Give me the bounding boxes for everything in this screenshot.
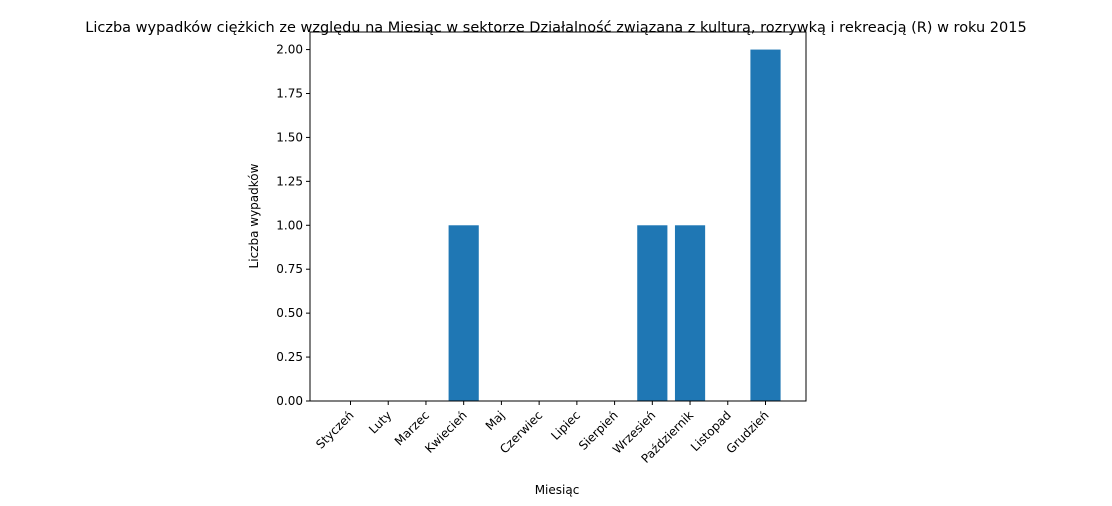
bar-grudzień [750,49,781,401]
x-tick-label: Lipiec [548,408,583,443]
y-tick-label: 1.50 [276,130,303,144]
y-tick-label: 1.75 [276,87,303,101]
y-axis-label: Liczba wypadków [247,163,261,268]
bar-kwiecień [448,225,479,401]
y-tick-label: 0.50 [276,306,303,320]
x-tick-label: Styczeń [313,408,356,451]
bar-wrzesień [637,225,668,401]
x-axis-label: Miesiąc [535,483,580,497]
y-tick-label: 1.00 [276,218,303,232]
y-tick-label: 0.25 [276,350,303,364]
x-tick-label: Maj [483,408,508,433]
y-tick-label: 0.75 [276,262,303,276]
x-tick-label: Luty [366,408,394,436]
chart-title: Liczba wypadków ciężkich ze względu na M… [85,20,1026,36]
y-tick-label: 2.00 [276,43,303,57]
y-tick-label: 0.00 [276,394,303,408]
plot-area: 0.00 0.25 0.50 0.75 1.00 1.25 1.50 1.75 2.00 Styc… [276,31,807,466]
plot-frame [309,31,807,402]
y-tick-label: 1.25 [276,174,303,188]
bar-październik [674,225,706,401]
